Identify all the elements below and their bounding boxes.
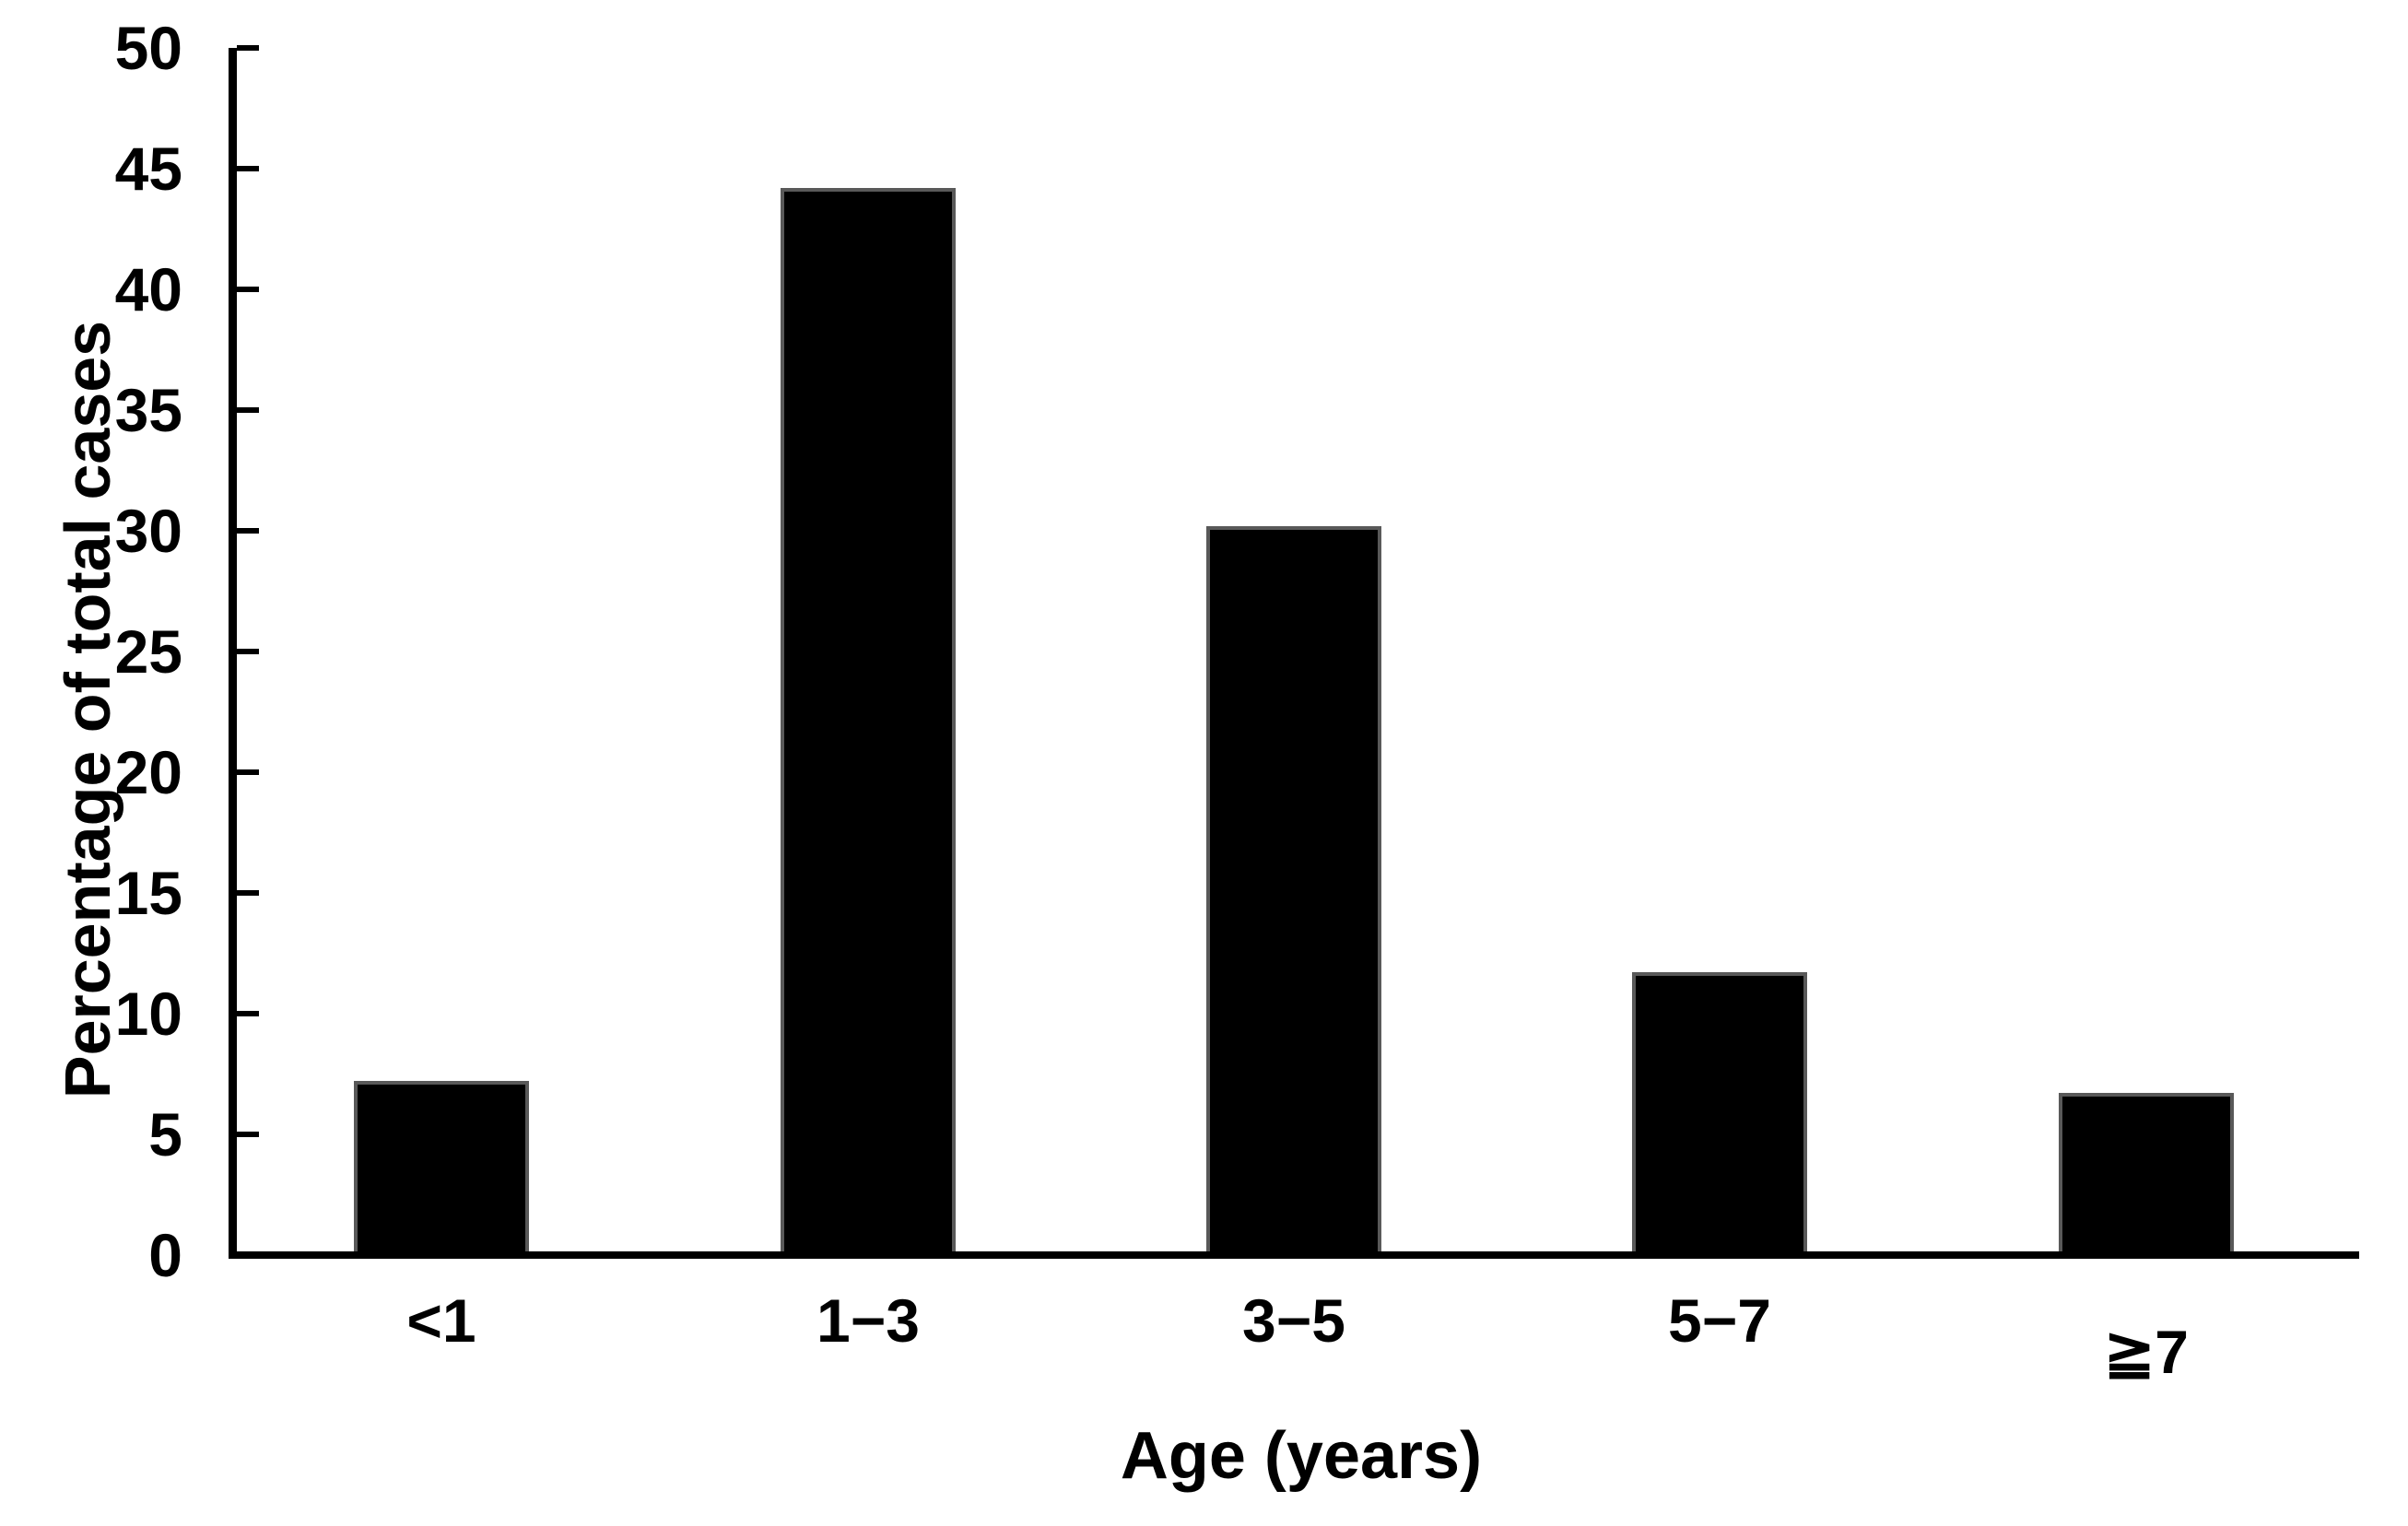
bar <box>1206 526 1381 1255</box>
y-tick-mark <box>237 1011 259 1016</box>
x-tick-label: 3−5 <box>1242 1286 1345 1355</box>
bar <box>781 188 956 1255</box>
bar <box>2059 1093 2234 1255</box>
y-tick-mark <box>237 528 259 534</box>
y-tick-mark <box>237 1132 259 1137</box>
y-tick-label: 10 <box>114 980 182 1048</box>
y-tick-label: 50 <box>114 14 182 82</box>
x-axis-title: Age (years) <box>1120 1419 1483 1493</box>
y-tick-label: 20 <box>114 738 182 806</box>
y-tick-mark <box>237 890 259 896</box>
y-tick-label: 35 <box>114 376 182 444</box>
y-tick-mark <box>237 45 259 51</box>
x-tick-label: 5−7 <box>1668 1286 1771 1355</box>
y-axis-line <box>229 48 237 1259</box>
bar <box>354 1081 529 1255</box>
y-tick-label: 15 <box>114 859 182 927</box>
y-tick-label: 30 <box>114 497 182 565</box>
x-axis-line <box>229 1251 2359 1259</box>
y-tick-label: 5 <box>148 1100 182 1168</box>
bar <box>1632 972 1807 1255</box>
y-tick-mark <box>237 649 259 654</box>
y-tick-label: 40 <box>114 255 182 323</box>
y-tick-mark <box>237 166 259 171</box>
y-tick-label: 25 <box>114 617 182 686</box>
y-tick-label: 45 <box>114 135 182 203</box>
x-tick-label: <1 <box>406 1286 476 1355</box>
y-tick-label: 0 <box>148 1221 182 1289</box>
x-tick-label: ≧7 <box>2103 1318 2189 1386</box>
y-tick-mark <box>237 769 259 775</box>
y-tick-mark <box>237 407 259 413</box>
x-tick-label: 1−3 <box>816 1286 920 1355</box>
y-tick-mark <box>237 287 259 292</box>
